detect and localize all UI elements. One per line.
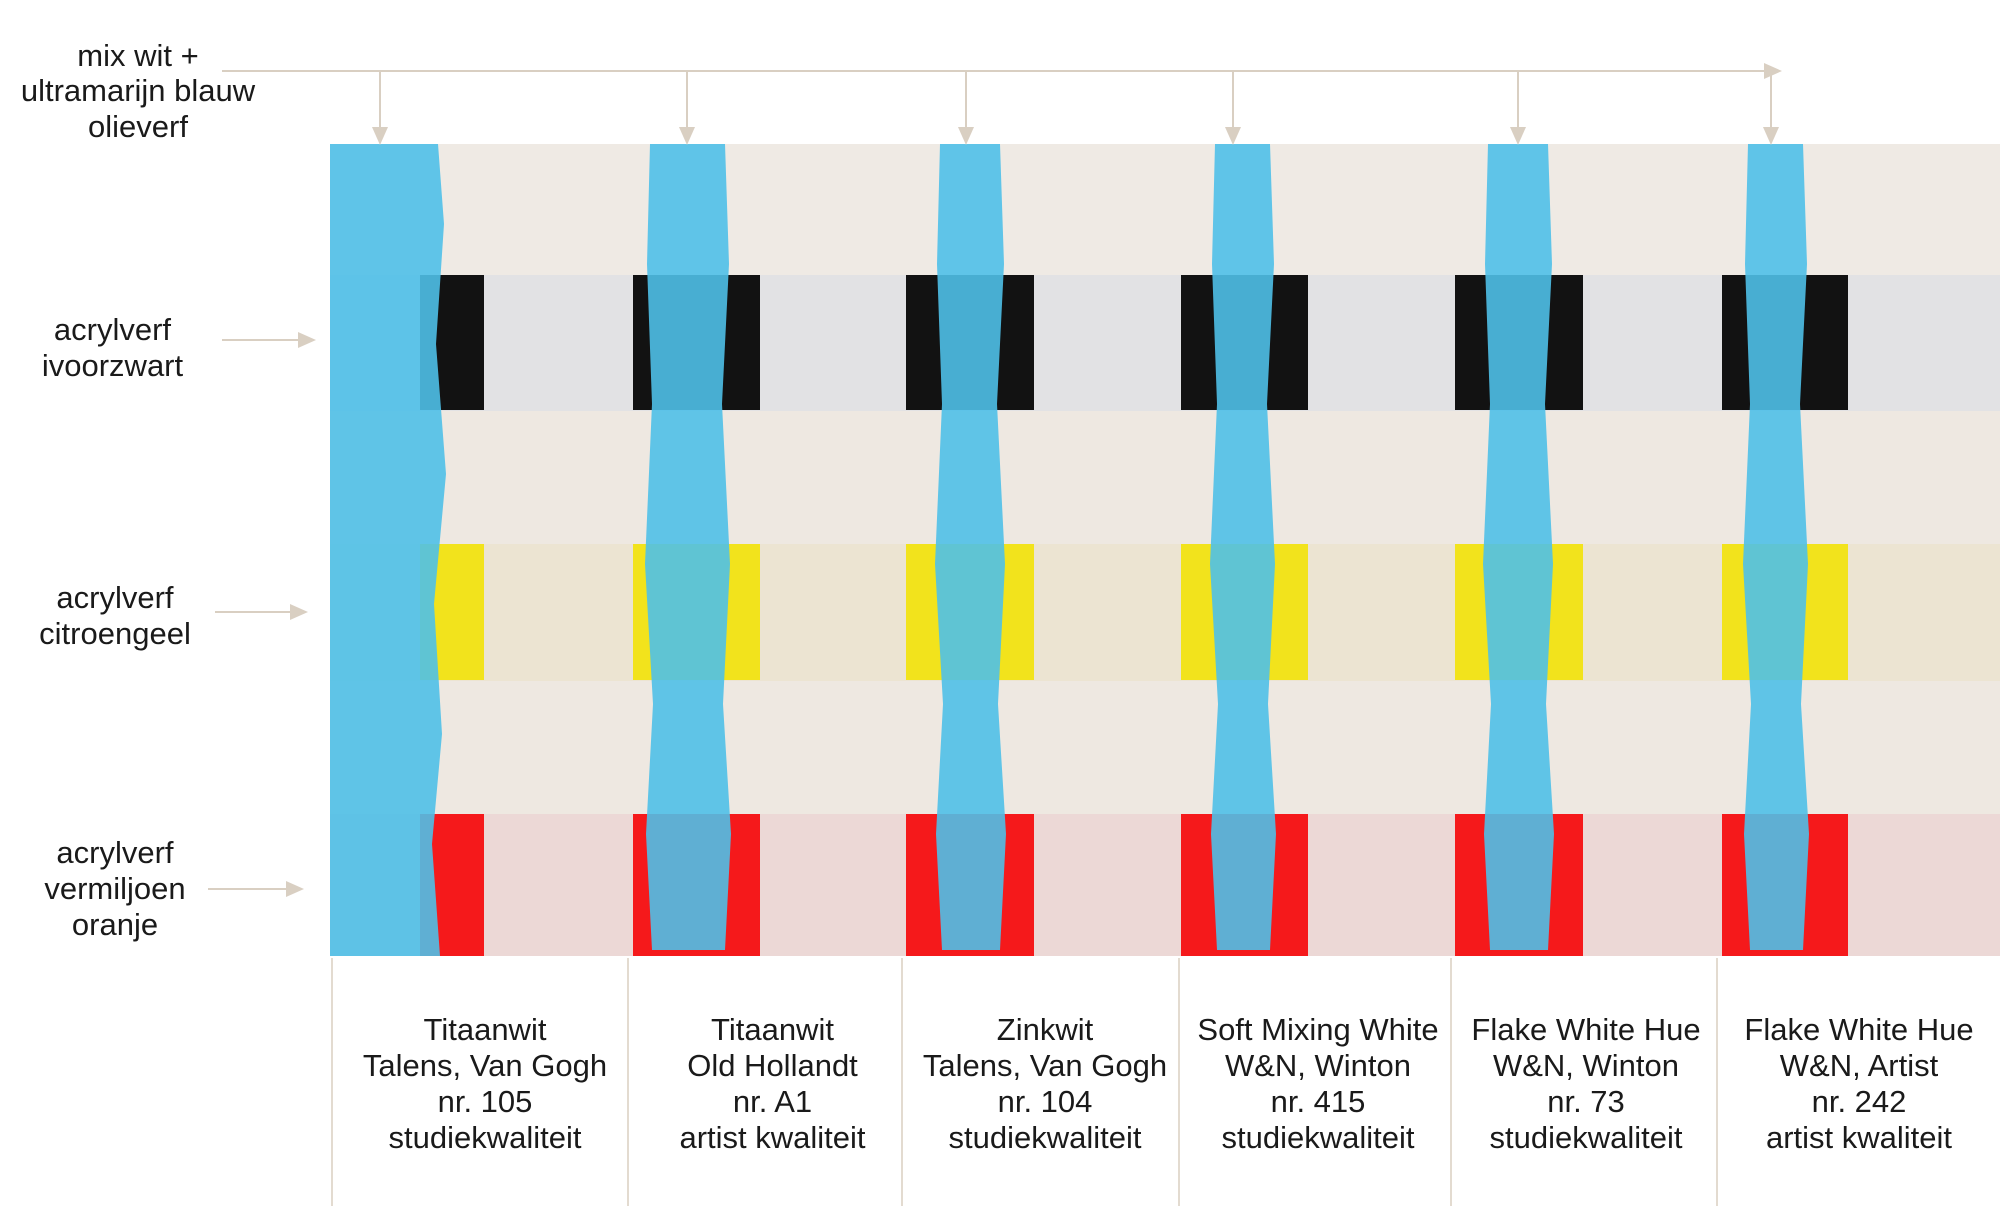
column-label-flake-white-artist: Flake White Hue W&N, Artist nr. 242 arti… [1723,1012,1995,1156]
column-brand: Talens, Van Gogh [922,1048,1168,1083]
row-label-line: ivoorzwart [41,348,184,383]
column-brand: Old Hollandt [687,1048,858,1083]
band-white-top [330,144,2000,275]
top-label-line2: ultramarijn blauw [21,73,256,108]
column-label-zinkwit-talens: Zinkwit Talens, Van Gogh nr. 104 studiek… [905,1012,1185,1156]
column-brand: W&N, Winton [1224,1048,1412,1083]
blue-stroke-2 [645,144,731,950]
row-label-line: oranje [71,907,159,942]
column-name: Soft Mixing White [1197,1012,1439,1047]
column-name: Flake White Hue [1471,1012,1701,1047]
column-quality: studiekwaliteit [1221,1120,1415,1155]
row-label-line: acrylverf [56,835,174,870]
column-dividers [331,958,1718,1206]
top-label: mix wit + ultramarijn blauw olieverf [21,38,256,144]
row-label-vermiljoen: acrylverf vermiljoen oranje [20,835,210,943]
top-label-line3: olieverf [88,109,188,144]
column-label-flake-white-winton: Flake White Hue W&N, Winton nr. 73 studi… [1455,1012,1717,1156]
column-number: nr. 242 [1811,1084,1907,1119]
column-label-soft-mixing-white: Soft Mixing White W&N, Winton nr. 415 st… [1183,1012,1453,1156]
row-label-line: citroengeel [39,616,191,651]
column-brand: W&N, Artist [1779,1048,1939,1083]
column-name: Titaanwit [423,1012,547,1047]
column-number: nr. 73 [1547,1084,1625,1119]
column-brand: W&N, Winton [1492,1048,1680,1083]
column-brand: Talens, Van Gogh [362,1048,608,1083]
row-label-line: acrylverf [53,312,172,347]
band-red-zone [330,814,2000,956]
blue-stroke-4 [1210,144,1276,950]
blue-stroke-1 [330,144,446,956]
blue-stroke-3 [935,144,1006,950]
column-name: Flake White Hue [1744,1012,1974,1047]
row-label-citroengeel: acrylverf citroengeel [20,580,210,652]
column-number: nr. 104 [997,1084,1093,1119]
column-number: nr. 415 [1270,1084,1366,1119]
column-number: nr. A1 [732,1084,813,1119]
band-black-zone [330,275,2000,411]
column-number: nr. 105 [437,1084,533,1119]
band-yellow-zone [330,544,2000,681]
column-quality: studiekwaliteit [388,1120,582,1155]
band-white-mid1 [330,411,2000,544]
column-quality: studiekwaliteit [1489,1120,1683,1155]
column-quality: artist kwaliteit [1765,1120,1953,1155]
column-label-titaanwit-talens: Titaanwit Talens, Van Gogh nr. 105 studi… [345,1012,625,1156]
row-label-line: vermiljoen [44,871,186,906]
top-arrows [222,63,1782,145]
blue-stroke-5 [1483,144,1554,950]
band-white-mid2 [330,681,2000,814]
blue-stroke-6 [1743,144,1809,950]
row-label-ivoorzwart: acrylverf ivoorzwart [20,312,205,384]
column-quality: artist kwaliteit [679,1120,866,1155]
row-label-line: acrylverf [56,580,174,615]
column-name: Titaanwit [711,1012,834,1047]
blue-strokes [330,144,1809,956]
side-arrows [208,332,316,897]
column-name: Zinkwit [996,1012,1094,1047]
paint-panel [330,144,2000,956]
column-label-titaanwit-oldhollandt: Titaanwit Old Hollandt nr. A1 artist kwa… [635,1012,910,1156]
top-label-line1: mix wit + [77,38,198,73]
column-quality: studiekwaliteit [948,1120,1142,1155]
